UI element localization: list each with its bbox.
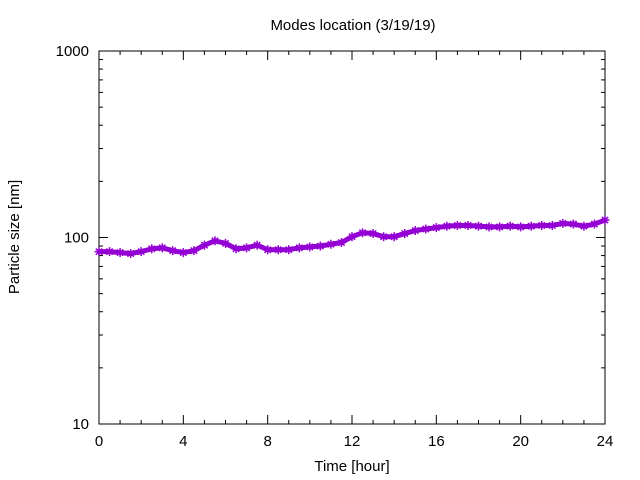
data-point [526, 221, 536, 231]
x-tick-label: 8 [263, 433, 271, 450]
data-point [495, 222, 505, 232]
data-point [231, 244, 241, 254]
data-point [199, 240, 209, 250]
data-point [136, 247, 146, 257]
x-axis: 0 4 8 12 16 20 24 [95, 51, 614, 450]
data-point [463, 220, 473, 230]
data-point [126, 249, 136, 259]
data-point [157, 243, 167, 253]
data-point [505, 221, 515, 231]
y-tick-label: 10 [72, 416, 89, 433]
data-point [252, 240, 262, 250]
data-point [389, 232, 399, 242]
x-tick-label: 0 [95, 433, 103, 450]
data-point [210, 236, 220, 246]
data-point [452, 220, 462, 230]
data-point [368, 229, 378, 239]
data-point [442, 221, 452, 231]
data-point [600, 215, 610, 225]
data-point [284, 245, 294, 255]
data-point [421, 224, 431, 234]
data-point [105, 247, 115, 257]
data-point [326, 239, 336, 249]
data-point [379, 232, 389, 242]
data-point [115, 248, 125, 258]
data-point [589, 219, 599, 229]
data-point [358, 228, 368, 238]
data-point [516, 222, 526, 232]
data-point [315, 241, 325, 251]
series-layer [94, 215, 610, 259]
data-point [547, 220, 557, 230]
data-point [147, 244, 157, 254]
y-axis-label: Particle size [nm] [6, 180, 23, 294]
data-point [305, 242, 315, 252]
x-tick-label: 16 [428, 433, 445, 450]
data-point [242, 243, 252, 253]
data-point [168, 246, 178, 256]
data-point [431, 223, 441, 233]
data-point [221, 238, 230, 248]
data-point [568, 219, 578, 229]
data-point [410, 226, 420, 236]
data-point [336, 238, 346, 248]
x-tick-label: 4 [179, 433, 187, 450]
data-point [178, 248, 188, 258]
x-tick-label: 20 [512, 433, 529, 450]
data-point [273, 245, 283, 255]
y-tick-label: 1000 [56, 43, 89, 60]
x-tick-label: 12 [344, 433, 361, 450]
data-point [263, 245, 273, 255]
x-axis-label: Time [hour] [314, 458, 389, 475]
y-tick-label: 100 [64, 230, 89, 247]
chart-title: Modes location (3/19/19) [270, 17, 435, 34]
data-point [294, 243, 304, 253]
data-point [474, 221, 483, 231]
data-point [579, 221, 589, 231]
y-axis: 10 100 1000 [56, 43, 605, 433]
data-point [484, 222, 494, 232]
x-tick-label: 24 [597, 433, 614, 450]
data-point [94, 247, 104, 257]
data-point [347, 232, 357, 242]
data-point [537, 220, 547, 230]
data-point [558, 218, 568, 228]
data-point [400, 229, 410, 239]
data-point [189, 246, 199, 256]
